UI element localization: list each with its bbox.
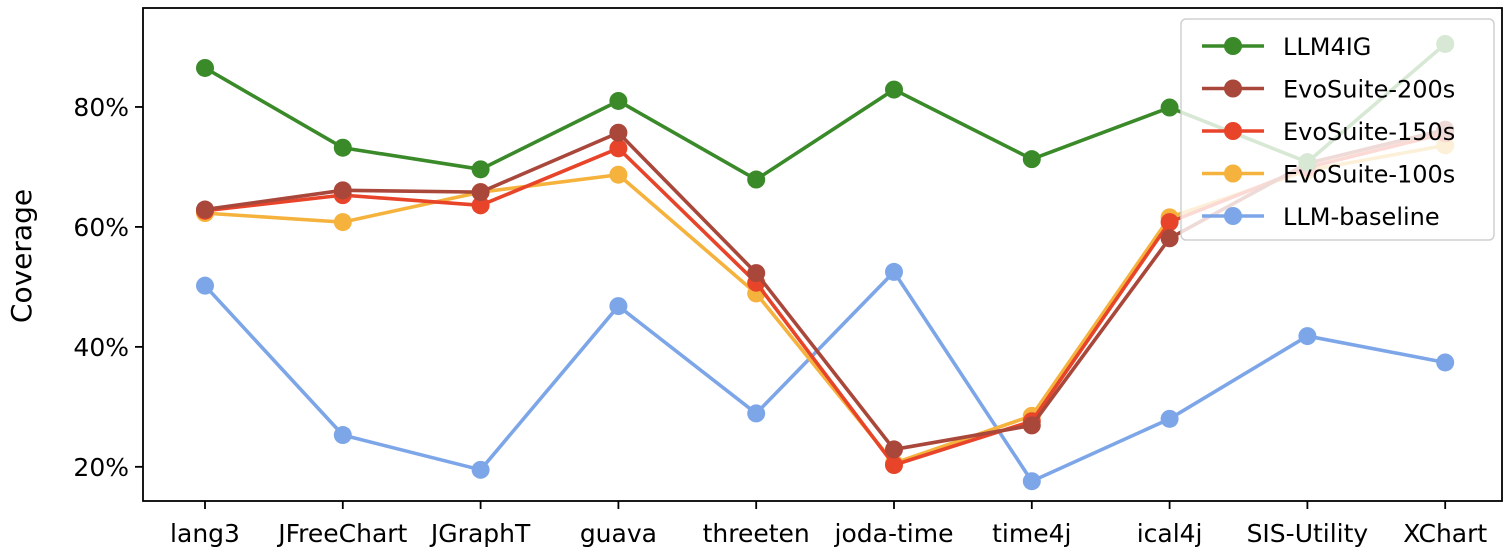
y-tick-label: 60% (73, 213, 129, 242)
data-point (1160, 98, 1179, 117)
data-point (196, 200, 214, 219)
data-point (609, 123, 628, 142)
data-point (1436, 353, 1455, 372)
data-point (885, 80, 903, 99)
legend-label: LLM4IG (1283, 33, 1371, 61)
legend-swatch-marker (1224, 79, 1242, 98)
x-tick-label: JFreeChart (276, 519, 407, 548)
data-point (609, 297, 628, 316)
x-tick-label: JGraphT (429, 519, 531, 548)
data-point (747, 170, 766, 189)
x-tick-label: SIS-Utility (1247, 519, 1369, 548)
data-point (747, 404, 766, 423)
legend-item: EvoSuite-150s (1202, 118, 1455, 146)
legend-box (1180, 18, 1495, 241)
legend-swatch-marker (1224, 207, 1242, 225)
data-point (1022, 472, 1041, 491)
x-tick-label: lang3 (170, 519, 240, 548)
data-point (609, 91, 628, 110)
data-point (1022, 150, 1041, 169)
legend-item: EvoSuite-200s (1202, 76, 1455, 104)
legend-label: EvoSuite-100s (1283, 161, 1455, 189)
axis-ticks: 20% 40% 60% 80% lang3 JFreeChart JGraphT guava t… (73, 93, 1487, 548)
data-point (885, 456, 903, 475)
data-point (471, 183, 490, 202)
y-tick-label: 80% (73, 93, 129, 122)
legend: LLM4IG EvoSuite-200s EvoSuite-150s EvoSuite… (1180, 18, 1495, 241)
legend-swatch-marker (1224, 122, 1242, 140)
data-point (196, 276, 214, 295)
data-point (1160, 229, 1179, 248)
legend-label: EvoSuite-200s (1283, 76, 1455, 104)
legend-item: EvoSuite-100s (1202, 161, 1455, 189)
data-point (333, 138, 352, 157)
plot-frame (142, 7, 1503, 502)
data-point (333, 213, 352, 232)
data-point (333, 181, 352, 200)
x-tick-label: guava (580, 519, 657, 548)
x-tick-label: XChart (1403, 519, 1487, 548)
legend-swatch-marker (1224, 37, 1242, 55)
legend-item: LLM-baseline (1202, 203, 1440, 231)
series-line (203, 270, 1446, 484)
x-tick-label: ical4j (1137, 519, 1203, 548)
data-point (609, 165, 628, 184)
data-point (1160, 213, 1179, 232)
data-point (1298, 327, 1317, 346)
data-point (747, 264, 766, 283)
x-tick-label: time4j (992, 519, 1071, 548)
legend-label: LLM-baseline (1283, 203, 1440, 231)
y-axis-title: Coverage (5, 189, 38, 323)
data-point (471, 460, 490, 479)
legend-swatch-marker (1224, 164, 1242, 183)
data-point (471, 160, 490, 179)
data-point (471, 196, 490, 215)
data-point (609, 139, 628, 158)
data-point (1022, 416, 1041, 435)
y-tick-label: 40% (73, 333, 129, 362)
data-point (333, 426, 352, 445)
x-tick-label: joda-time (834, 519, 954, 548)
legend-label: EvoSuite-150s (1283, 118, 1455, 146)
series-llm-baseline (196, 262, 1455, 491)
y-tick-label: 20% (73, 453, 129, 482)
data-point (885, 440, 903, 459)
data-point (196, 58, 214, 77)
x-tick-label: threeten (703, 519, 810, 548)
legend-item: LLM4IG (1202, 33, 1371, 61)
data-point (885, 262, 903, 281)
data-point (1160, 409, 1179, 428)
